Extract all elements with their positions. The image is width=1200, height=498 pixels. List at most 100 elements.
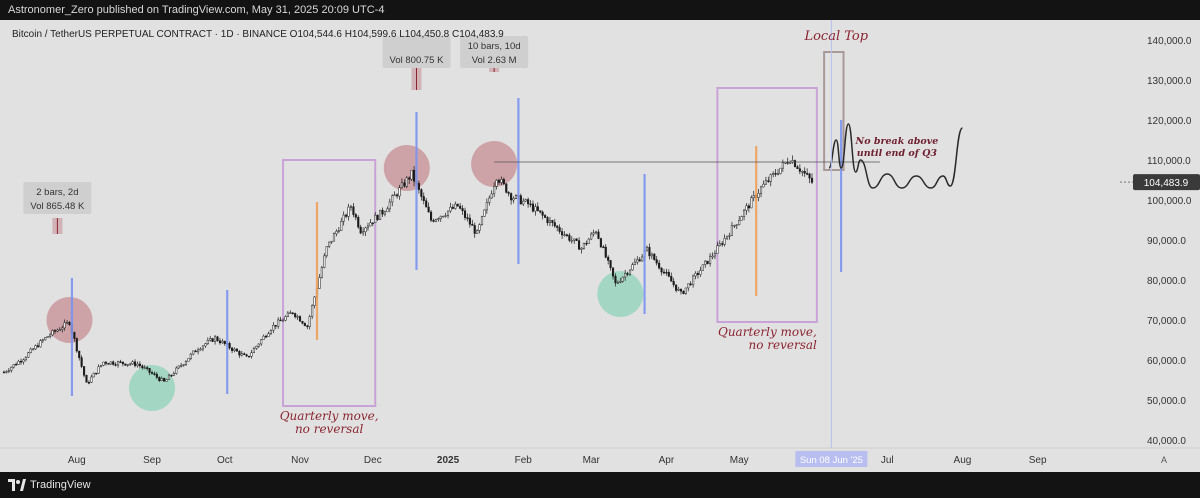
candle-body bbox=[83, 366, 86, 376]
candle-body bbox=[345, 214, 348, 217]
candle-body bbox=[502, 179, 505, 185]
candle-body bbox=[750, 197, 753, 209]
candle-body bbox=[265, 335, 268, 338]
candle-body bbox=[575, 238, 578, 241]
candle-body bbox=[789, 161, 792, 164]
candle-body bbox=[757, 193, 760, 198]
candle-body bbox=[570, 239, 573, 242]
candle-body bbox=[250, 352, 253, 357]
candle-body bbox=[386, 208, 389, 213]
candle-body bbox=[121, 361, 124, 365]
candle-body bbox=[539, 210, 542, 213]
candle-body bbox=[684, 287, 687, 294]
candle-body bbox=[512, 198, 515, 201]
candle-body bbox=[342, 214, 345, 222]
candle-body bbox=[599, 238, 602, 248]
candle-body bbox=[90, 376, 93, 383]
candle-body bbox=[22, 359, 25, 363]
candle-body bbox=[153, 373, 156, 375]
candle-body bbox=[687, 283, 690, 289]
candle-body bbox=[522, 200, 525, 205]
candle-body bbox=[762, 183, 765, 188]
candle-body bbox=[379, 209, 382, 220]
candle-body bbox=[410, 169, 413, 180]
candle-body bbox=[641, 256, 644, 262]
candle-body bbox=[413, 169, 416, 182]
candle-body bbox=[124, 363, 127, 366]
candle-body bbox=[626, 273, 629, 275]
candle-body bbox=[39, 340, 42, 348]
chart-annotation: until end of Q3 bbox=[857, 148, 938, 159]
candle-body bbox=[116, 361, 120, 366]
candle-body bbox=[578, 240, 581, 250]
candle-body bbox=[709, 255, 712, 264]
candle-body bbox=[274, 325, 277, 327]
candle-body bbox=[49, 334, 52, 337]
candle-body bbox=[478, 224, 481, 231]
candle-body bbox=[184, 361, 188, 365]
candle-body bbox=[420, 189, 423, 197]
chart-panel[interactable]: 40,000.0 50,000.0 60,000.0 70,000.0 80,000.0… bbox=[0, 20, 1200, 472]
candle-body bbox=[798, 168, 801, 172]
candle-body bbox=[772, 173, 775, 175]
candle-body bbox=[565, 234, 568, 236]
highlight-circle bbox=[471, 141, 518, 187]
candle-body bbox=[735, 224, 738, 226]
candle-body bbox=[449, 206, 452, 212]
tradingview-logo-icon bbox=[8, 479, 26, 491]
candle-body bbox=[34, 345, 37, 350]
candle-body bbox=[194, 350, 197, 353]
candle-body bbox=[466, 217, 469, 219]
candle-body bbox=[306, 325, 309, 328]
quarter-box bbox=[716, 87, 818, 323]
price-chart[interactable]: 40,000.0 50,000.0 60,000.0 70,000.0 80,000.0… bbox=[0, 20, 1200, 472]
candle-body bbox=[10, 366, 13, 371]
candle-body bbox=[604, 246, 607, 258]
candle-body bbox=[240, 353, 243, 356]
candle-body bbox=[87, 382, 90, 384]
candle-body bbox=[41, 339, 44, 342]
candle-body bbox=[743, 209, 746, 217]
candle-body bbox=[303, 323, 306, 327]
candle-body bbox=[636, 259, 639, 263]
candle-body bbox=[429, 211, 433, 221]
candle-body bbox=[165, 379, 168, 382]
box-caption: no reversal bbox=[295, 422, 364, 436]
candle-body bbox=[544, 215, 547, 218]
candle-body bbox=[393, 194, 396, 197]
candle-body bbox=[216, 336, 219, 341]
candle-body bbox=[672, 281, 675, 286]
candle-body bbox=[371, 222, 374, 225]
range-label-text: 2 bars, 2d bbox=[36, 187, 78, 198]
candle-body bbox=[228, 343, 231, 349]
candle-body bbox=[553, 222, 556, 227]
candle-body bbox=[480, 216, 484, 225]
last-price-label: 104,483.9 bbox=[1144, 178, 1189, 189]
candle-body bbox=[143, 367, 146, 369]
candle-body bbox=[796, 166, 799, 169]
candle-body bbox=[289, 312, 292, 314]
candle-body bbox=[260, 339, 263, 345]
candle-body bbox=[257, 343, 260, 347]
candle-body bbox=[529, 203, 532, 206]
candle-body bbox=[594, 231, 598, 234]
candle-body bbox=[645, 247, 649, 252]
publish-info: Astronomer_Zero published on TradingView… bbox=[8, 4, 385, 16]
candle-body bbox=[112, 361, 115, 365]
candle-body bbox=[437, 218, 440, 220]
y-tick-label: 130,000.0 bbox=[1147, 76, 1192, 87]
candle-body bbox=[233, 348, 236, 351]
highlight-circle bbox=[597, 271, 644, 317]
candle-body bbox=[354, 214, 357, 218]
candle-body bbox=[442, 215, 445, 218]
candle-body bbox=[485, 202, 488, 211]
footer-bar: TradingView bbox=[0, 472, 1200, 498]
candle-body bbox=[738, 220, 741, 225]
candle-body bbox=[148, 368, 151, 373]
candle-body bbox=[177, 365, 180, 369]
candle-body bbox=[752, 195, 755, 198]
candle-body bbox=[313, 296, 316, 306]
candle-body bbox=[696, 273, 700, 275]
candle-body bbox=[628, 269, 632, 275]
